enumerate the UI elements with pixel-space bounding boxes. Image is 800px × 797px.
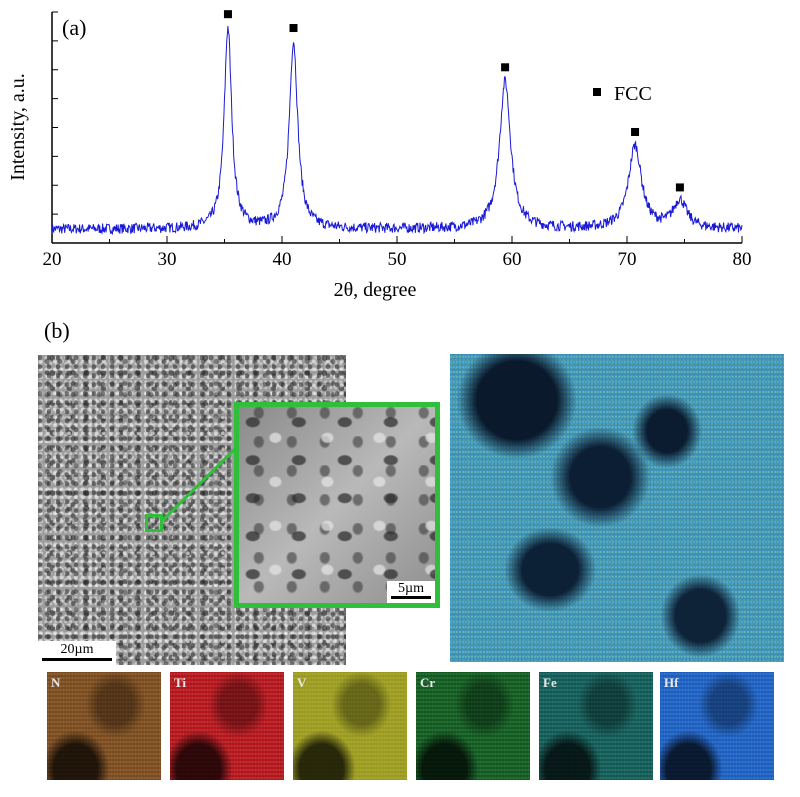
x-tick-label: 60 [503, 249, 522, 270]
legend-marker [593, 88, 601, 96]
panel-label-b: (b) [44, 318, 70, 343]
x-tick-label: 70 [618, 249, 637, 270]
element-map-label: V [297, 675, 307, 690]
element-map-label: N [51, 675, 61, 690]
x-tick-label: 80 [733, 249, 752, 270]
element-map-ti: Ti [170, 672, 284, 780]
scale-bar-zoom-label: 5µm [398, 581, 424, 596]
element-map-cr: Cr [416, 672, 530, 780]
peak-markers [223, 10, 684, 192]
zoom-region-box [145, 514, 163, 532]
x-axis-label: 2θ, degree [334, 279, 417, 301]
fcc-peak-marker [631, 127, 640, 136]
element-map-label: Ti [174, 675, 187, 690]
y-axis-label: Intensity, a.u. [7, 73, 29, 181]
scale-bar-main: 20µm [38, 641, 116, 665]
scale-bar-main-label: 20µm [60, 642, 94, 657]
fcc-peak-marker [289, 24, 298, 33]
scale-bar-zoom: 5µm [387, 581, 435, 603]
fcc-peak-marker [501, 63, 510, 72]
chart-series [51, 25, 743, 236]
eds-composite-map [450, 354, 784, 662]
element-map-label: Fe [543, 675, 557, 690]
xrd-pattern-line [51, 25, 743, 236]
legend-label: FCC [614, 83, 652, 105]
fcc-peak-marker [675, 183, 684, 192]
x-tick-label: 50 [388, 249, 407, 270]
fcc-peak-marker [223, 10, 232, 19]
chart-axes [51, 12, 742, 244]
x-tick-label: 30 [158, 249, 177, 270]
element-map-n: N [47, 672, 161, 780]
chart-ticks: 20 30 40 50 60 70 80 [43, 11, 752, 270]
sem-zoom-inset: 5µm [234, 402, 440, 608]
element-map-label: Hf [664, 675, 679, 690]
element-map-fe: Fe [539, 672, 653, 780]
element-map-v: V [293, 672, 407, 780]
xrd-chart: 20 30 40 50 60 70 80 (a) FCC 2θ, degree Intens… [7, 10, 752, 301]
panel-label-a: (a) [62, 15, 86, 40]
x-tick-label: 40 [273, 249, 292, 270]
x-tick-label: 20 [43, 249, 62, 270]
element-map-hf: Hf [660, 672, 774, 780]
element-map-label: Cr [420, 675, 436, 690]
